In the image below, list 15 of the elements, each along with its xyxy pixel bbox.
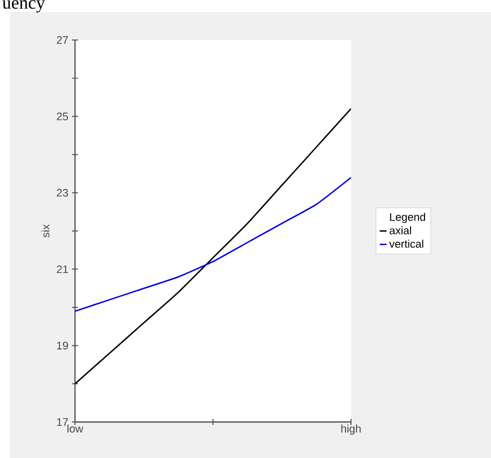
- legend-title: Legend: [390, 212, 426, 224]
- y-tick-label: 23: [56, 188, 68, 197]
- y-tick-label: 25: [56, 112, 68, 120]
- legend-label: axial: [390, 226, 412, 234]
- y-tick-label: 19: [57, 342, 68, 350]
- line-series: [75, 108, 351, 384]
- y-tick-label: 17: [57, 418, 68, 426]
- text: uency: [2, 0, 45, 13]
- y-tick-label: 27: [56, 36, 68, 44]
- legend-label: vertical: [389, 240, 424, 248]
- y-axis-title: six: [41, 224, 50, 238]
- y-tick-label: 21: [56, 265, 68, 274]
- line-series: [75, 176, 351, 312]
- x-tick-label: high: [341, 424, 361, 435]
- x-tick-label: low: [68, 424, 84, 433]
